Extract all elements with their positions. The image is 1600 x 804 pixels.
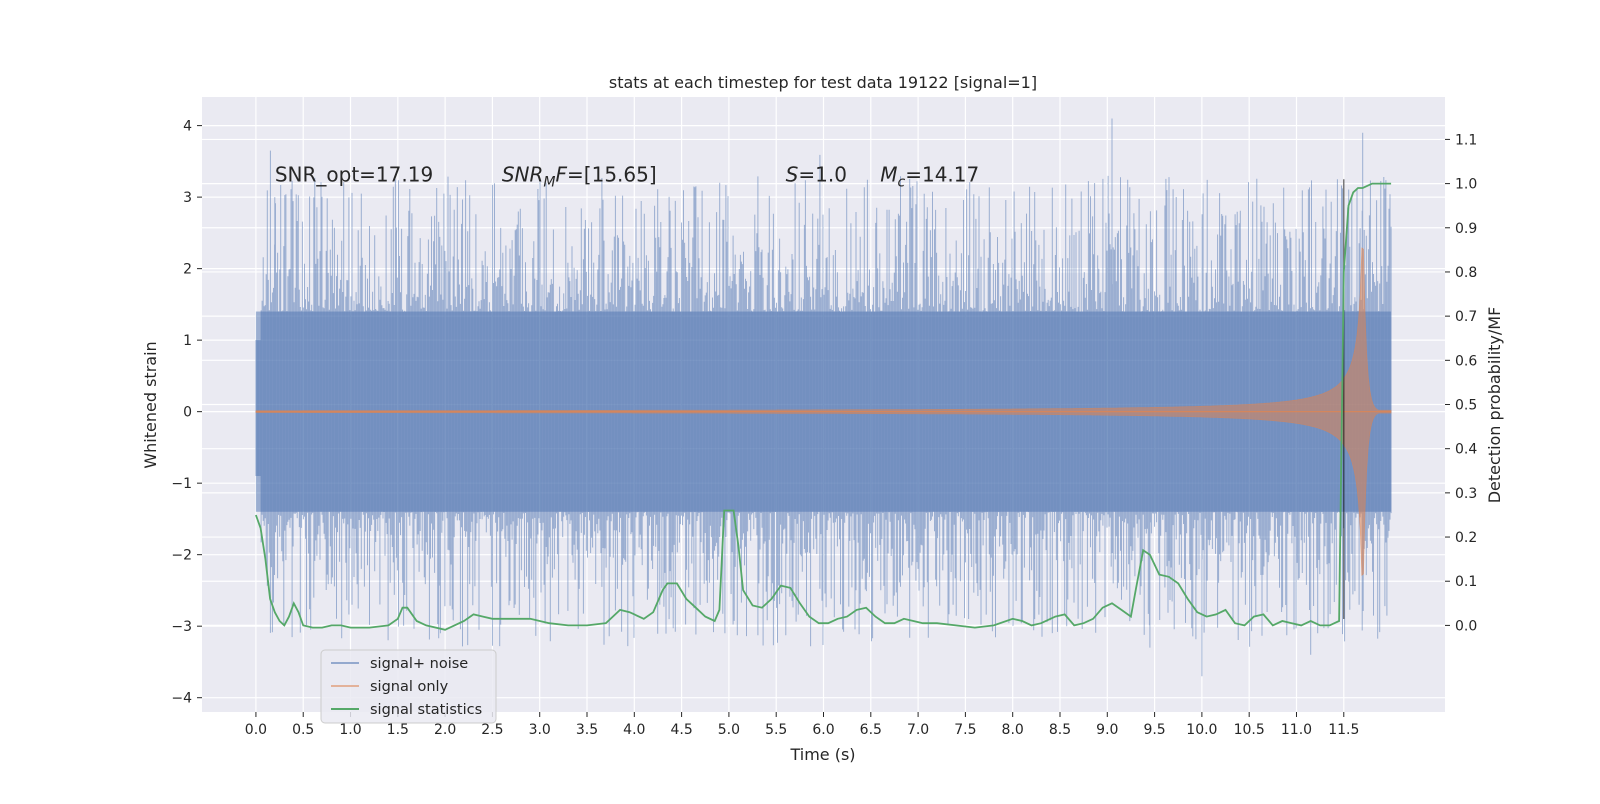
x-tick-label: 6.5	[860, 722, 882, 738]
x-tick-label: 11.0	[1281, 722, 1312, 738]
x-tick-label: 1.5	[387, 722, 409, 738]
x-tick-label: 10.0	[1186, 722, 1217, 738]
x-tick-label: 1.0	[339, 722, 361, 738]
x-tick-label: 7.5	[954, 722, 976, 738]
y-right-axis-ticks: 0.0 0.1 0.2 0.3 0.4 0.5 0.6 0.7 0.8 0.9 1.0 1.1	[1445, 132, 1477, 634]
x-axis-ticks: 0.0 0.5 1.0 1.5 2.0 2.5 3.0 3.5 4.0 4.5 5.0 5.5 6.0 6…	[245, 712, 1359, 738]
annotation-1: SNRMF=[15.65]	[502, 163, 657, 191]
series-signal-statistics	[255, 182, 1392, 631]
legend-label-signal-statistics: signal statistics	[370, 702, 482, 718]
legend-label-signal-only: signal only	[370, 679, 449, 695]
x-tick-label: 2.0	[434, 722, 456, 738]
legend-box	[320, 649, 497, 724]
y-right-tick-label: 0.0	[1455, 618, 1477, 634]
legend: signal+ noise signal only signal statist…	[320, 649, 497, 724]
y-tick-label: 2	[183, 262, 192, 278]
y-axis-ticks: −4 −3 −2 −1 0 1 2 3 4	[171, 119, 202, 707]
y-tick-label: 1	[183, 333, 192, 349]
annotation-2: S=1.0	[786, 163, 847, 187]
x-tick-label: 9.5	[1143, 722, 1165, 738]
x-axis-label: Time (s)	[789, 745, 855, 764]
y-right-tick-label: 0.1	[1455, 574, 1477, 590]
x-tick-label: 7.0	[907, 722, 929, 738]
y-right-tick-label: 0.4	[1455, 442, 1477, 458]
annotations: SNR_opt=17.19 SNRMF=[15.65] S=1.0 Mc=14.17	[275, 163, 979, 191]
x-tick-label: 8.0	[1002, 722, 1024, 738]
statistics-line	[255, 182, 1392, 631]
x-tick-label: 8.5	[1049, 722, 1071, 738]
chart-title: stats at each timestep for test data 191…	[609, 73, 1037, 92]
y-tick-label: 3	[183, 190, 192, 206]
x-tick-label: 4.0	[623, 722, 645, 738]
y-right-tick-label: 0.5	[1455, 398, 1477, 414]
y-axis-label: Whitened strain	[141, 341, 160, 468]
y-right-tick-label: 0.2	[1455, 530, 1477, 546]
y-tick-label: 4	[183, 119, 192, 135]
y-right-tick-label: 1.0	[1455, 177, 1477, 193]
y-right-tick-label: 1.1	[1455, 132, 1477, 148]
x-tick-label: 3.5	[576, 722, 598, 738]
x-tick-label: 5.0	[718, 722, 740, 738]
x-tick-label: 0.5	[292, 722, 314, 738]
y-tick-label: −1	[171, 476, 192, 492]
legend-label-signal-plus-noise: signal+ noise	[370, 656, 468, 672]
x-tick-label: 9.0	[1096, 722, 1118, 738]
x-tick-label: 5.5	[765, 722, 787, 738]
x-tick-label: 6.0	[812, 722, 834, 738]
annotation-3: Mc=14.17	[880, 163, 979, 191]
y-right-tick-label: 0.8	[1455, 265, 1477, 281]
y-right-tick-label: 0.9	[1455, 221, 1477, 237]
x-tick-label: 3.0	[529, 722, 551, 738]
x-tick-label: 10.5	[1234, 722, 1265, 738]
y-right-axis-label: Detection probability/MF	[1485, 307, 1504, 504]
y-tick-label: 0	[183, 405, 192, 421]
y-right-tick-label: 0.6	[1455, 353, 1477, 369]
x-tick-label: 0.0	[245, 722, 267, 738]
y-right-tick-label: 0.3	[1455, 486, 1477, 502]
y-tick-label: −2	[171, 548, 192, 564]
y-tick-label: −3	[171, 619, 192, 635]
x-tick-label: 11.5	[1328, 722, 1359, 738]
annotation-0: SNR_opt=17.19	[275, 163, 433, 187]
x-tick-label: 4.5	[670, 722, 692, 738]
x-tick-label: 2.5	[481, 722, 503, 738]
y-right-tick-label: 0.7	[1455, 309, 1477, 325]
y-tick-label: −4	[171, 691, 192, 707]
series-signal-only	[255, 247, 1392, 577]
